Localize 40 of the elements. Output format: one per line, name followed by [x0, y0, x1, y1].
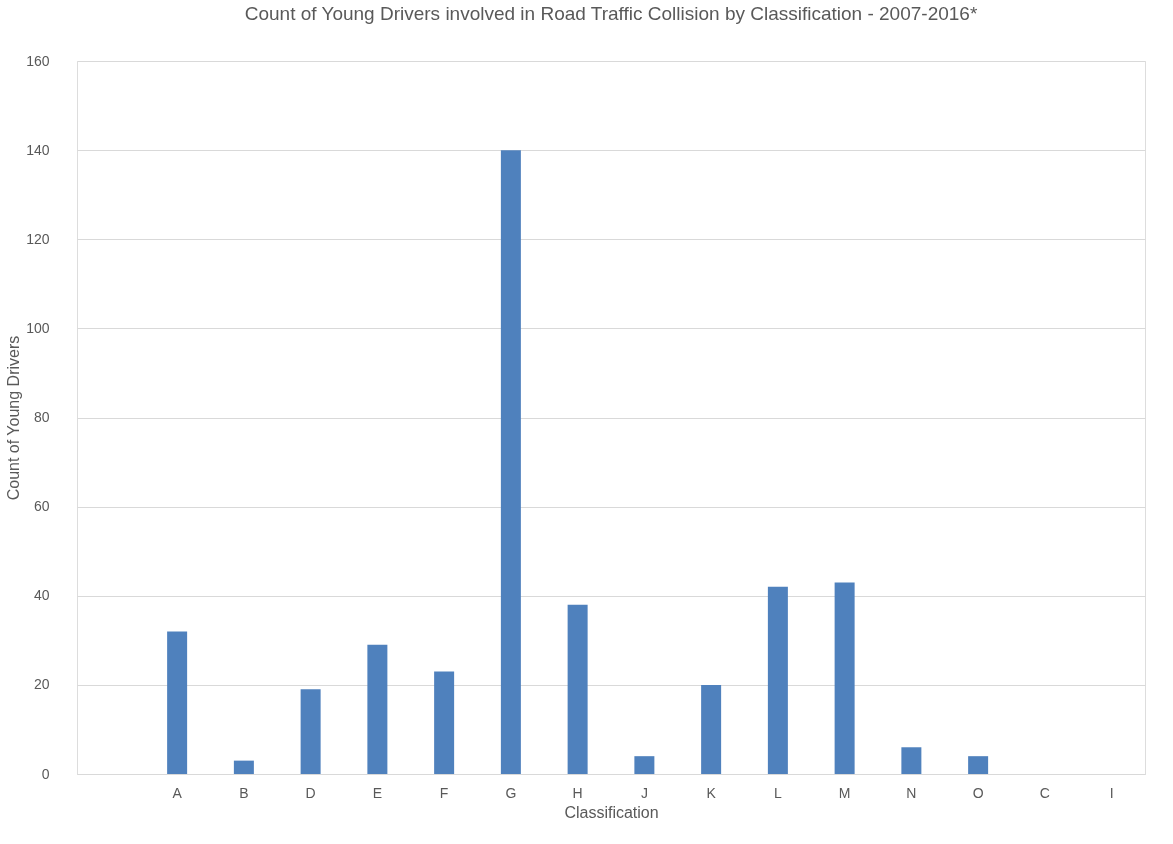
chart-title: Count of Young Drivers involved in Road Traffic Collision by Classification - 2007-2016* [244, 3, 978, 24]
y-tick-label: 60 [33, 498, 50, 515]
y-tick-label: 0 [41, 765, 50, 782]
bar [834, 582, 855, 774]
y-tick-label: 20 [33, 676, 50, 693]
bar [901, 747, 922, 774]
x-tick-label: B [239, 784, 249, 801]
bar [167, 631, 188, 774]
bar [701, 684, 722, 774]
bar [434, 671, 455, 774]
bar [634, 756, 655, 774]
x-tick-label: N [906, 784, 917, 801]
y-axis-title: Count of Young Drivers [5, 335, 23, 501]
y-tick-label: 40 [33, 587, 50, 604]
x-tick-label: H [572, 784, 583, 801]
y-tick-label: 120 [26, 230, 50, 247]
y-tick-label: 100 [26, 319, 50, 336]
bar [767, 586, 788, 774]
x-tick-label: I [1109, 784, 1114, 801]
x-tick-label: M [838, 784, 851, 801]
x-tick-label: D [305, 784, 316, 801]
bar [500, 150, 521, 774]
bar [300, 689, 321, 774]
y-tick-label: 140 [26, 141, 50, 158]
x-tick-label: O [972, 784, 984, 801]
x-tick-label: F [439, 784, 449, 801]
y-tick-label: 160 [26, 52, 50, 69]
x-tick-label: J [640, 784, 648, 801]
x-tick-label: C [1039, 784, 1050, 801]
x-tick-label: L [773, 784, 782, 801]
bar [968, 756, 989, 774]
bar [567, 604, 588, 774]
x-tick-label: A [172, 784, 183, 801]
x-tick-label: G [505, 784, 517, 801]
x-axis-title: Classification [564, 803, 659, 821]
y-tick-label: 80 [33, 409, 50, 425]
bar [367, 644, 388, 774]
bar [233, 760, 254, 774]
x-tick-label: E [372, 784, 383, 801]
x-tick-label: K [706, 784, 717, 801]
